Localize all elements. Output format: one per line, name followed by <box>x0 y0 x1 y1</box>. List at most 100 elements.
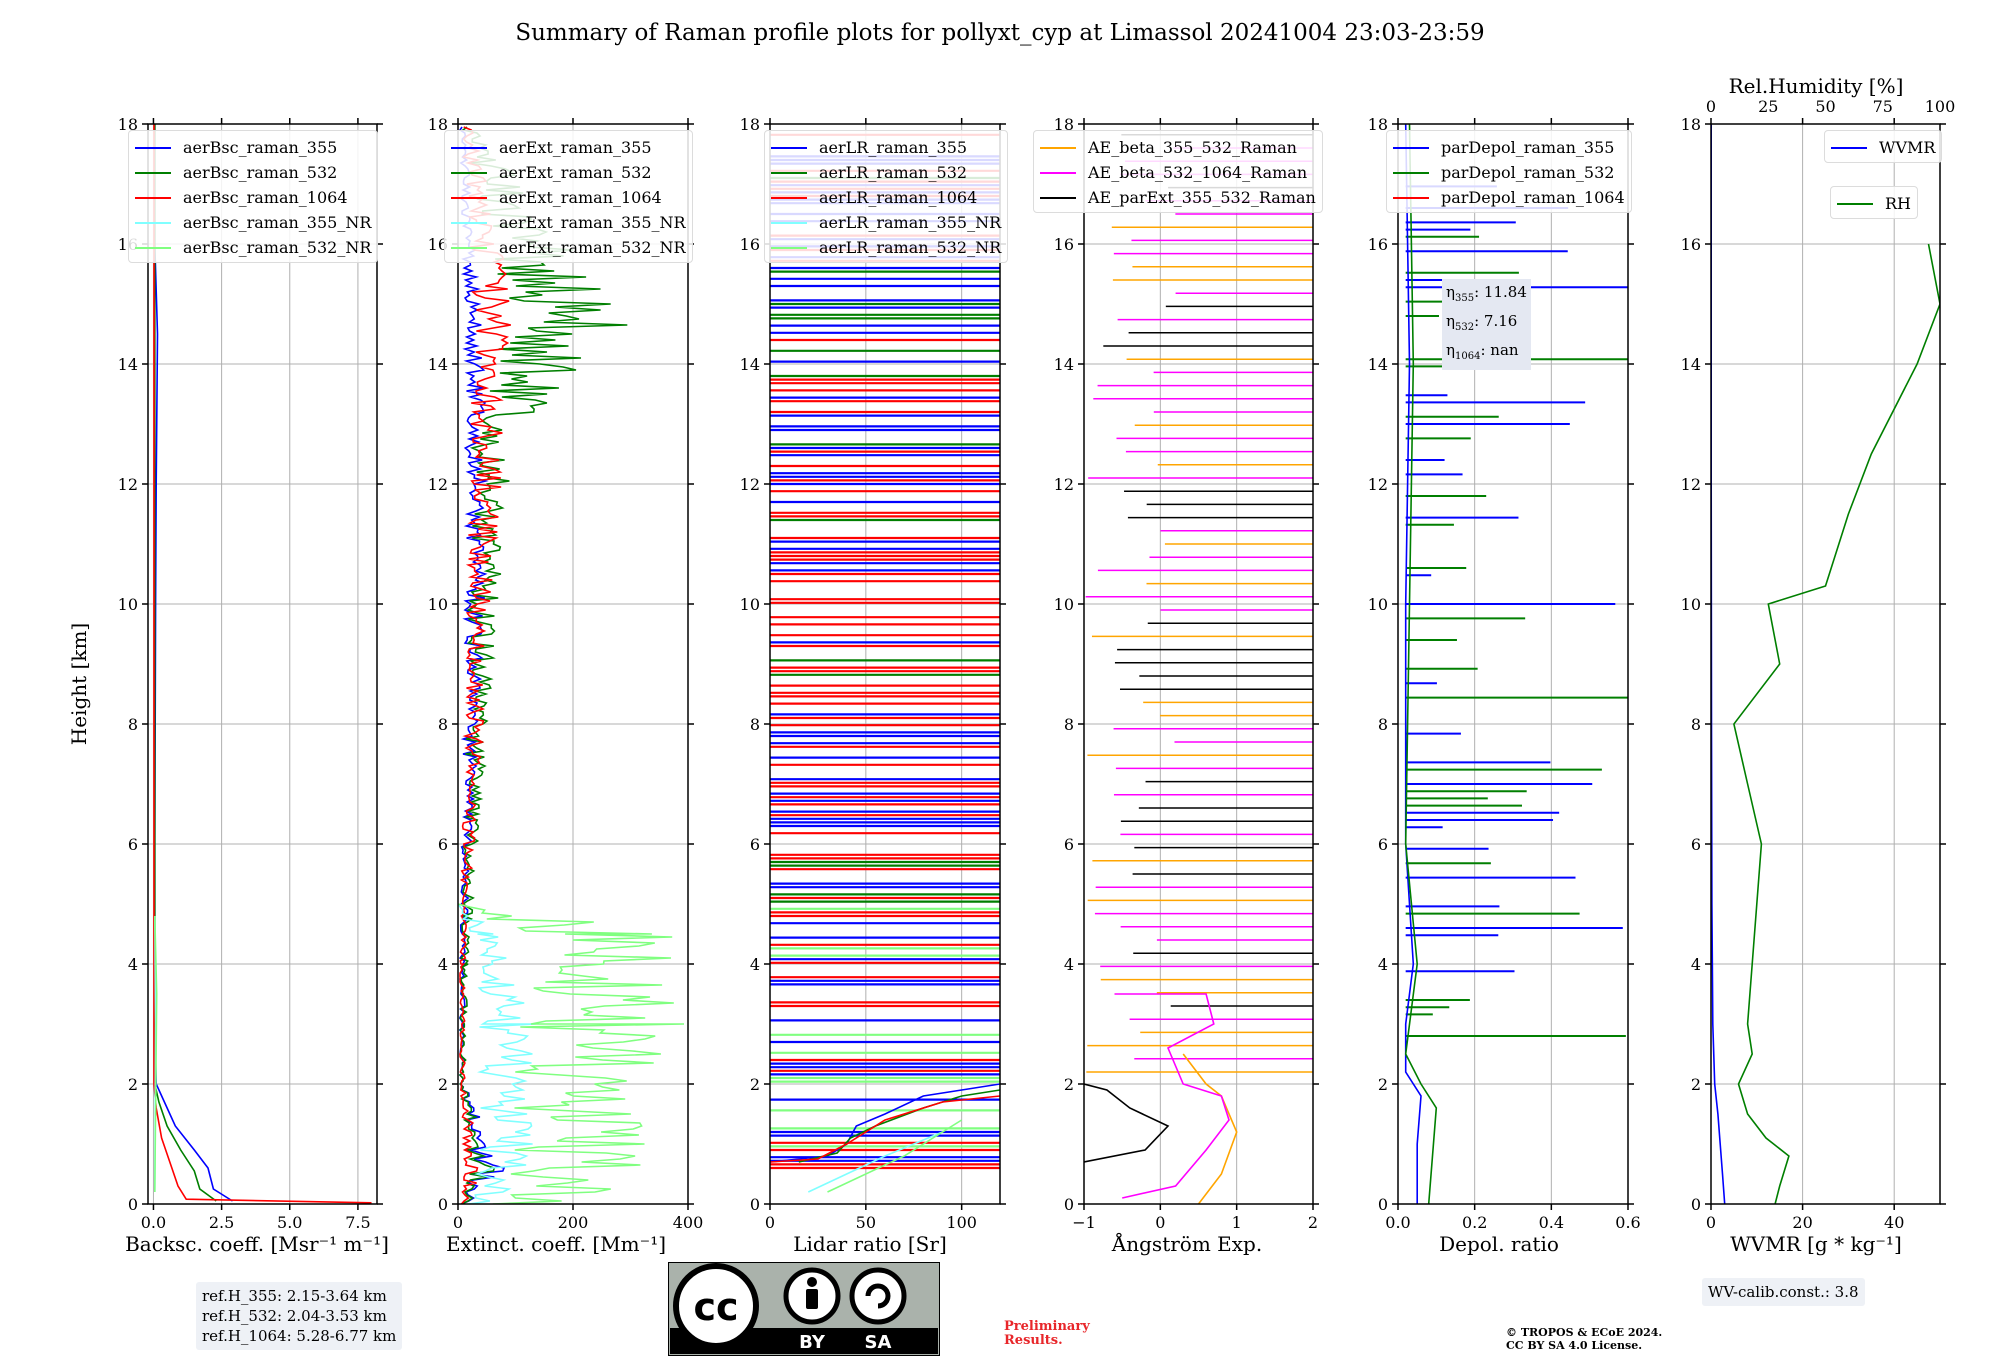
y-tick-label: 12 <box>1368 475 1388 494</box>
y-tick-label: 0 <box>1691 1195 1701 1214</box>
series-WVMR <box>1711 124 1726 1204</box>
top-x-tick-label: 25 <box>1758 97 1778 116</box>
legend-item: aerBsc_raman_1064 <box>135 185 371 210</box>
x-tick-label: 0 <box>1706 1213 1716 1232</box>
axes-frame <box>769 123 1001 1205</box>
y-tick-label: 2 <box>1691 1075 1701 1094</box>
y-tick-label: 18 <box>1054 115 1074 134</box>
y-tick-label: 14 <box>428 355 448 374</box>
y-tick-label: 16 <box>1054 235 1074 254</box>
y-tick-label: 10 <box>1368 595 1388 614</box>
legend-item: aerBsc_raman_532_NR <box>135 235 371 260</box>
panel-lr: 0 50 100 0 2 4 6 8 10 12 14 16 18 <box>740 115 1006 1232</box>
legend-item: aerBsc_raman_355_NR <box>135 210 371 235</box>
legend-lidar-ratio: aerLR_raman_355 aerLR_raman_532 aerLR_ra… <box>764 130 1009 263</box>
legend-backscatter: aerBsc_raman_355 aerBsc_raman_532 aerBsc… <box>128 130 379 263</box>
y-tick-label: 8 <box>1691 715 1701 734</box>
y-tick-label: 0 <box>1064 1195 1074 1214</box>
x-tick-label: 2 <box>1308 1213 1318 1232</box>
x-tick-label: 200 <box>558 1213 589 1232</box>
y-tick-label: 4 <box>1064 955 1074 974</box>
y-tick-label: 16 <box>1368 235 1388 254</box>
y-tick-label: 6 <box>750 835 760 854</box>
y-tick-label: 18 <box>118 115 138 134</box>
x-tick-label: 5.0 <box>277 1213 302 1232</box>
series-aerBsc_raman_1064 <box>153 124 372 1204</box>
axes-frame <box>147 123 378 1205</box>
sa-text: SA <box>865 1332 892 1353</box>
legend-item: parDepol_raman_355 <box>1393 135 1625 160</box>
series-RH <box>1733 243 1940 1204</box>
xlabel-backscatter: Backsc. coeff. [Msr⁻¹ m⁻¹] <box>125 1232 389 1256</box>
legend-item: aerExt_raman_1064 <box>451 185 686 210</box>
top-x-tick-label: 100 <box>1925 97 1956 116</box>
ref-height-355: ref.H_355: 2.15-3.64 km <box>202 1287 387 1305</box>
ref-height-1064: ref.H_1064: 5.28-6.77 km <box>202 1327 397 1345</box>
x-tick-label: 2.5 <box>209 1213 234 1232</box>
series-aerBsc_raman_532 <box>154 124 217 1202</box>
panel-ext: 0 200 400 0 2 4 6 8 10 12 14 16 18 <box>428 115 704 1232</box>
xlabel-extinction: Extinct. coeff. [Mm⁻¹] <box>445 1232 667 1256</box>
eta-1064-value: nan <box>1490 341 1519 359</box>
legend-item: aerLR_raman_532_NR <box>771 235 1001 260</box>
axes-frame <box>1083 123 1314 1205</box>
y-axis-label: Height [km] <box>67 622 92 746</box>
x-tick-label: 40 <box>1884 1213 1904 1232</box>
y-tick-label: 14 <box>1054 355 1074 374</box>
y-tick-label: 6 <box>1378 835 1388 854</box>
y-tick-label: 14 <box>1681 355 1701 374</box>
y-tick-label: 0 <box>1378 1195 1388 1214</box>
series-aerBsc_raman_355 <box>154 124 233 1202</box>
x-tick-label: 0.6 <box>1615 1213 1640 1232</box>
y-tick-label: 18 <box>428 115 448 134</box>
y-tick-label: 12 <box>428 475 448 494</box>
axes-frame <box>1710 123 1941 1205</box>
cc-text: cc <box>693 1285 738 1329</box>
y-tick-label: 10 <box>428 595 448 614</box>
series-aerLR_raman_532_NR <box>827 1119 963 1193</box>
eta-355-value: 11.84 <box>1483 283 1527 301</box>
ref-height-532: ref.H_532: 2.04-3.53 km <box>202 1307 387 1325</box>
y-tick-label: 8 <box>438 715 448 734</box>
y-tick-label: 18 <box>740 115 760 134</box>
legend-wvmr: WVMR <box>1824 130 1943 163</box>
legend-item: aerExt_raman_355_NR <box>451 210 686 235</box>
legend-item: aerBsc_raman_355 <box>135 135 371 160</box>
x-tick-label: 0 <box>765 1213 775 1232</box>
y-tick-label: 10 <box>1054 595 1074 614</box>
series-AE_parExt_355_532_Raman <box>1084 1083 1170 1163</box>
legend-item: aerExt_raman_355 <box>451 135 686 160</box>
legend-item: aerLR_raman_355_NR <box>771 210 1001 235</box>
x-tick-label: 0 <box>1155 1213 1165 1232</box>
top-xlabel-rh: Rel.Humidity [%] <box>1728 74 1904 98</box>
panel-wv: 0 20 40 0 25 50 75 100 0 2 4 6 8 10 12 14 16 18 <box>1681 97 1956 1232</box>
y-tick-label: 10 <box>1681 595 1701 614</box>
y-tick-label: 4 <box>438 955 448 974</box>
panel-bsc: 0.02.55.07.5024681012141618 <box>118 115 383 1232</box>
y-tick-label: 14 <box>118 355 138 374</box>
top-x-tick-label: 0 <box>1706 97 1716 116</box>
x-tick-label: −1 <box>1072 1213 1096 1232</box>
y-tick-label: 18 <box>1368 115 1388 134</box>
series-AE_beta_532_1064_Raman <box>1114 993 1230 1199</box>
x-tick-label: 1 <box>1232 1213 1242 1232</box>
x-tick-label: 0.2 <box>1462 1213 1487 1232</box>
y-tick-label: 8 <box>1378 715 1388 734</box>
legend-item: RH <box>1837 191 1911 216</box>
y-tick-label: 2 <box>438 1075 448 1094</box>
y-tick-label: 12 <box>1054 475 1074 494</box>
x-tick-label: 20 <box>1792 1213 1812 1232</box>
legend-item: aerLR_raman_1064 <box>771 185 1001 210</box>
legend-item: AE_parExt_355_532_Raman <box>1040 185 1316 210</box>
x-tick-label: 0.4 <box>1539 1213 1564 1232</box>
y-tick-label: 4 <box>1378 955 1388 974</box>
y-tick-label: 6 <box>1691 835 1701 854</box>
y-tick-label: 16 <box>428 235 448 254</box>
series-aerBsc_raman_532_NR <box>154 915 158 1193</box>
legend-item: aerLR_raman_355 <box>771 135 1001 160</box>
wv-calib-box: WV-calib.const.: 3.8 <box>1702 1278 1865 1306</box>
eta-532-value: 7.16 <box>1483 312 1518 330</box>
cc-by-sa-logo: cc BY SA <box>668 1262 940 1356</box>
x-tick-label: 0.0 <box>141 1213 166 1232</box>
